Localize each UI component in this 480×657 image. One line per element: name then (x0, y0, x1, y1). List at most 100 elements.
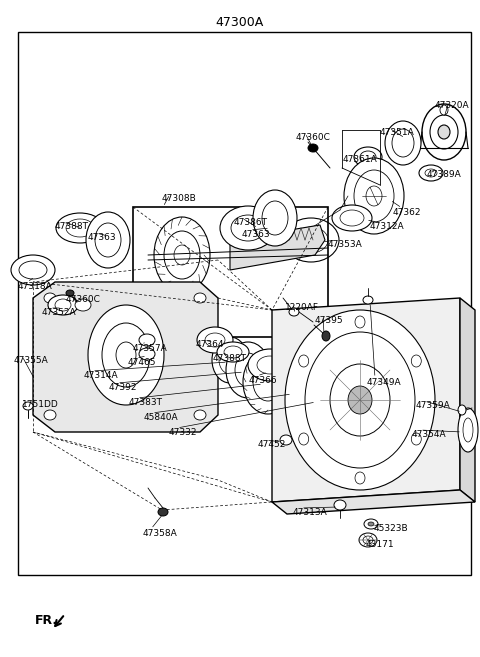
Ellipse shape (299, 433, 309, 445)
Ellipse shape (44, 410, 56, 420)
Text: 1751DD: 1751DD (22, 400, 59, 409)
Ellipse shape (280, 435, 292, 445)
Text: 47388T: 47388T (55, 222, 89, 231)
Ellipse shape (440, 105, 448, 115)
Text: FR.: FR. (35, 614, 58, 627)
Ellipse shape (88, 305, 164, 405)
Ellipse shape (334, 500, 346, 510)
Text: 47308B: 47308B (162, 194, 197, 203)
Ellipse shape (348, 386, 372, 414)
Ellipse shape (354, 147, 382, 167)
Text: 47358A: 47358A (143, 529, 178, 538)
Ellipse shape (226, 342, 270, 398)
Ellipse shape (368, 522, 374, 526)
Text: 47351A: 47351A (380, 128, 415, 137)
Ellipse shape (458, 405, 466, 415)
Ellipse shape (220, 206, 276, 250)
Ellipse shape (385, 121, 421, 165)
Ellipse shape (139, 334, 155, 346)
Ellipse shape (273, 360, 323, 424)
Ellipse shape (48, 295, 78, 315)
Text: 43171: 43171 (366, 540, 395, 549)
Text: 47318A: 47318A (18, 282, 53, 291)
Text: 47349A: 47349A (367, 378, 402, 387)
Text: 47312A: 47312A (370, 222, 405, 231)
Ellipse shape (363, 296, 373, 304)
Ellipse shape (298, 372, 342, 428)
Ellipse shape (212, 337, 248, 383)
Ellipse shape (283, 218, 339, 262)
Text: 47362: 47362 (393, 208, 421, 217)
Polygon shape (33, 282, 218, 432)
Ellipse shape (458, 408, 478, 452)
Text: 47359A: 47359A (416, 401, 451, 410)
Ellipse shape (344, 158, 404, 234)
Text: 47352A: 47352A (42, 308, 77, 317)
Text: 47389A: 47389A (427, 170, 462, 179)
Ellipse shape (332, 205, 372, 231)
Text: 47363: 47363 (242, 230, 271, 239)
Text: 47363: 47363 (88, 233, 117, 242)
Text: 47313A: 47313A (293, 508, 328, 517)
Text: 1220AF: 1220AF (285, 303, 319, 312)
Text: 47465: 47465 (128, 358, 156, 367)
Bar (133, 207, 328, 337)
Ellipse shape (86, 212, 130, 268)
Text: 47392: 47392 (109, 383, 137, 392)
Polygon shape (272, 490, 475, 514)
Ellipse shape (11, 255, 55, 285)
Ellipse shape (422, 104, 466, 160)
Text: 45323B: 45323B (374, 524, 408, 533)
Ellipse shape (248, 349, 292, 381)
Text: 47357A: 47357A (133, 344, 168, 353)
Ellipse shape (75, 299, 91, 311)
Ellipse shape (419, 165, 443, 181)
Text: 47395: 47395 (315, 316, 344, 325)
Bar (18, 32, 471, 575)
Ellipse shape (308, 144, 318, 152)
Text: 47361A: 47361A (343, 155, 378, 164)
Polygon shape (460, 298, 475, 502)
Ellipse shape (217, 342, 249, 362)
Ellipse shape (66, 290, 74, 296)
Ellipse shape (299, 355, 309, 367)
Text: 47353A: 47353A (328, 240, 363, 249)
Ellipse shape (355, 316, 365, 328)
Text: 47314A: 47314A (84, 371, 119, 380)
Text: 45840A: 45840A (144, 413, 179, 422)
Ellipse shape (197, 327, 233, 353)
Ellipse shape (44, 293, 56, 303)
Ellipse shape (438, 125, 450, 139)
Text: 47366: 47366 (249, 376, 277, 385)
Ellipse shape (411, 355, 421, 367)
Ellipse shape (154, 217, 210, 293)
Text: 47388T: 47388T (213, 354, 247, 363)
Text: 47320A: 47320A (435, 101, 469, 110)
Ellipse shape (158, 508, 168, 516)
Text: 47360C: 47360C (66, 295, 101, 304)
Polygon shape (272, 298, 460, 502)
Ellipse shape (194, 293, 206, 303)
Ellipse shape (411, 433, 421, 445)
Ellipse shape (289, 308, 299, 316)
Ellipse shape (359, 533, 377, 547)
Ellipse shape (253, 190, 297, 246)
Text: 47386T: 47386T (234, 218, 268, 227)
Text: 47355A: 47355A (14, 356, 49, 365)
Ellipse shape (56, 213, 104, 243)
Text: 47360C: 47360C (296, 133, 331, 142)
Text: 47332: 47332 (169, 428, 197, 437)
Ellipse shape (194, 410, 206, 420)
Ellipse shape (355, 472, 365, 484)
Ellipse shape (322, 331, 330, 341)
Ellipse shape (23, 402, 33, 410)
Polygon shape (230, 225, 325, 270)
Text: 47452: 47452 (258, 440, 287, 449)
Text: 47383T: 47383T (129, 398, 163, 407)
Ellipse shape (285, 310, 435, 490)
Ellipse shape (139, 348, 155, 360)
Text: 47300A: 47300A (216, 16, 264, 28)
Text: 47364: 47364 (196, 340, 225, 349)
Ellipse shape (364, 519, 378, 529)
Text: 47354A: 47354A (412, 430, 446, 439)
